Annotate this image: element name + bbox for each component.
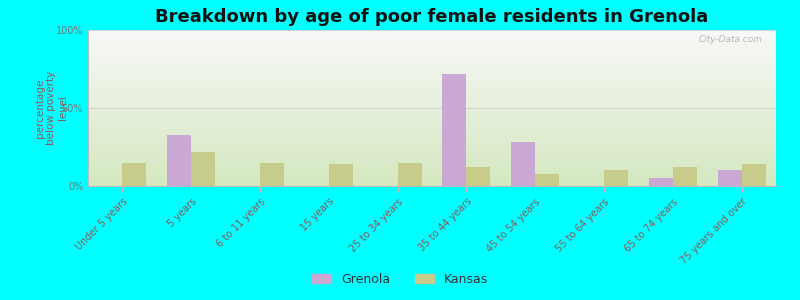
- Title: Breakdown by age of poor female residents in Grenola: Breakdown by age of poor female resident…: [155, 8, 709, 26]
- Bar: [718, 170, 742, 186]
- Bar: [167, 134, 191, 186]
- Bar: [511, 142, 535, 186]
- Bar: [466, 167, 490, 186]
- Text: City-Data.com: City-Data.com: [698, 35, 762, 44]
- Bar: [742, 164, 766, 186]
- Bar: [535, 173, 559, 186]
- Bar: [398, 163, 422, 186]
- Y-axis label: percentage
below poverty
level: percentage below poverty level: [35, 71, 68, 145]
- Bar: [442, 74, 466, 186]
- Bar: [329, 164, 353, 186]
- Bar: [673, 167, 697, 186]
- Bar: [122, 163, 146, 186]
- Bar: [604, 170, 628, 186]
- Legend: Grenola, Kansas: Grenola, Kansas: [307, 268, 493, 291]
- Bar: [649, 178, 673, 186]
- Bar: [191, 152, 215, 186]
- Bar: [260, 163, 284, 186]
